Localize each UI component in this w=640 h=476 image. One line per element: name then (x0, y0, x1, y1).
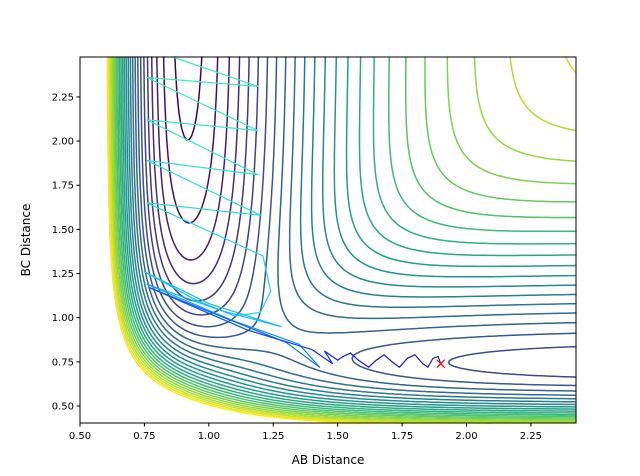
trajectory-segment (146, 76, 259, 132)
trajectory-segment (148, 287, 249, 331)
y-tick-label: 0.50 (52, 402, 74, 413)
trajectory (143, 56, 442, 368)
trajectory-segment (246, 329, 313, 351)
trajectory-segment (285, 341, 321, 368)
trajectory-segment (259, 290, 272, 314)
contour-lines (106, 56, 577, 424)
x-tick-label: 1.75 (391, 431, 413, 442)
y-axis-label: BC Distance (19, 204, 33, 277)
contour-level-20 (112, 56, 577, 421)
end-marker-stroke (436, 359, 446, 369)
contour-level-16 (118, 56, 577, 414)
trajectory-segment (298, 343, 321, 368)
x-tick-label: 0.50 (69, 431, 91, 442)
contour-level-17 (117, 56, 577, 416)
trajectory-segment (375, 354, 385, 361)
trajectory-segment (324, 350, 339, 361)
trajectory-segment (146, 159, 259, 176)
trajectory-segment (398, 357, 408, 368)
contour-level-13 (123, 56, 577, 408)
x-axis-label: AB Distance (292, 453, 365, 467)
trajectory-segment (172, 56, 259, 87)
y-tick-label: 1.75 (52, 181, 74, 192)
trajectory-segment (383, 354, 395, 365)
contour-level-22 (110, 56, 577, 423)
trajectory-segment (143, 271, 210, 305)
contour-level-24 (107, 56, 405, 424)
x-tick-label: 0.75 (133, 431, 155, 442)
contour-level-18 (115, 56, 577, 418)
contour-level-21 (111, 56, 577, 422)
y-axis-ticks: 0.50 0.75 1.00 1.25 1.50 1.75 2.00 2.25 (52, 92, 80, 413)
trajectory-segment (221, 310, 282, 328)
x-tick-label: 1.50 (327, 431, 349, 442)
y-tick-label: 1.25 (52, 269, 74, 280)
trajectory-segment (337, 355, 344, 361)
trajectory-segment (146, 283, 223, 312)
trajectory-segment (146, 283, 236, 322)
trajectory-segment (427, 357, 434, 368)
y-tick-label: 0.75 (52, 357, 74, 368)
trajectory-segment (406, 354, 416, 359)
x-tick-label: 1.00 (198, 431, 220, 442)
contour-level-8 (134, 56, 577, 392)
trajectory-segment (146, 202, 261, 216)
x-tick-label: 1.25 (262, 431, 284, 442)
contour-level-6 (139, 56, 577, 378)
trajectory-segment (324, 350, 334, 365)
y-tick-label: 1.50 (52, 225, 74, 236)
contour-level-19 (114, 56, 577, 419)
trajectory-segment (262, 255, 272, 292)
contour-level-7 (137, 56, 577, 387)
trajectory-segment (146, 119, 259, 176)
contour-level-12 (125, 56, 577, 406)
contour-level-11 (127, 56, 577, 403)
trajectory-segment (349, 352, 359, 361)
trajectory-segment (311, 348, 334, 365)
contour-level-14 (121, 56, 577, 410)
y-tick-label: 2.00 (52, 137, 74, 148)
end-marker (436, 359, 446, 369)
plot-frame (79, 56, 577, 424)
trajectory-segment (342, 352, 352, 358)
y-tick-label: 1.00 (52, 313, 74, 324)
trajectory-segment (233, 320, 300, 345)
trajectory-segment (148, 287, 287, 344)
trajectory-segment (393, 363, 401, 368)
contour-level-23 (108, 56, 577, 424)
trajectory-segment (367, 359, 377, 368)
x-tick-label: 2.25 (520, 431, 542, 442)
trajectory-segment (414, 354, 424, 365)
trajectory-segment (146, 76, 259, 87)
trajectory-segment (432, 355, 439, 359)
contour-level-2 (156, 56, 231, 261)
contour-level-9 (131, 56, 577, 396)
contour-level-10 (129, 56, 577, 400)
trajectory-segment (146, 119, 259, 132)
contour-level-15 (120, 56, 577, 412)
trajectory-segment (422, 363, 429, 368)
contour-level-0 (174, 56, 203, 141)
trajectory-segment (146, 159, 261, 216)
trajectory-segment (357, 359, 370, 368)
trajectory-segment (146, 202, 264, 257)
y-tick-label: 2.25 (52, 92, 74, 103)
x-axis-ticks: 0.50 0.75 1.00 1.25 1.50 1.75 2.00 2.25 (69, 423, 542, 442)
contour-level-5 (143, 56, 260, 316)
contour-level-25 (106, 56, 361, 424)
x-tick-label: 2.00 (455, 431, 477, 442)
